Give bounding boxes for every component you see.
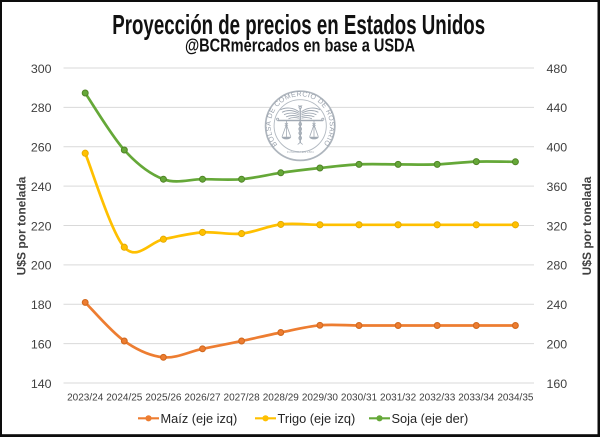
svg-text:220: 220 — [31, 219, 52, 233]
svg-text:2033/34: 2033/34 — [458, 393, 495, 404]
svg-text:140: 140 — [31, 377, 52, 391]
svg-text:2028/29: 2028/29 — [263, 393, 300, 404]
svg-text:160: 160 — [547, 377, 568, 391]
svg-text:180: 180 — [31, 298, 52, 312]
svg-text:240: 240 — [31, 180, 52, 194]
svg-text:Soja (eje der): Soja (eje der) — [392, 411, 469, 426]
svg-text:2032/33: 2032/33 — [419, 393, 456, 404]
svg-text:280: 280 — [31, 101, 52, 115]
svg-text:280: 280 — [547, 259, 568, 273]
svg-text:200: 200 — [547, 337, 568, 351]
svg-text:260: 260 — [31, 141, 52, 155]
svg-text:360: 360 — [547, 180, 568, 194]
svg-text:480: 480 — [547, 62, 568, 76]
svg-text:2029/30: 2029/30 — [302, 393, 339, 404]
svg-text:2034/35: 2034/35 — [497, 393, 534, 404]
svg-text:320: 320 — [547, 219, 568, 233]
svg-text:200: 200 — [31, 259, 52, 273]
svg-text:2024/25: 2024/25 — [106, 393, 143, 404]
svg-text:U$S por tonelada: U$S por tonelada — [580, 176, 594, 275]
svg-text:U$S por tonelada: U$S por tonelada — [15, 176, 29, 275]
svg-text:440: 440 — [547, 101, 568, 115]
svg-text:240: 240 — [547, 298, 568, 312]
svg-text:2031/32: 2031/32 — [380, 393, 417, 404]
svg-text:300: 300 — [31, 62, 52, 76]
svg-text:2027/28: 2027/28 — [224, 393, 261, 404]
svg-text:400: 400 — [547, 141, 568, 155]
svg-text:2030/31: 2030/31 — [341, 393, 378, 404]
svg-text:@BCRmercados en base a USDA: @BCRmercados en base a USDA — [185, 36, 415, 56]
svg-text:160: 160 — [31, 337, 52, 351]
svg-text:2023/24: 2023/24 — [67, 393, 104, 404]
svg-text:Trigo (eje izq): Trigo (eje izq) — [278, 411, 356, 426]
svg-text:FUNDADA EN 1884: FUNDADA EN 1884 — [287, 150, 314, 154]
svg-text:2026/27: 2026/27 — [184, 393, 221, 404]
svg-text:Maíz (eje izq): Maíz (eje izq) — [161, 411, 238, 426]
svg-text:2025/26: 2025/26 — [145, 393, 182, 404]
